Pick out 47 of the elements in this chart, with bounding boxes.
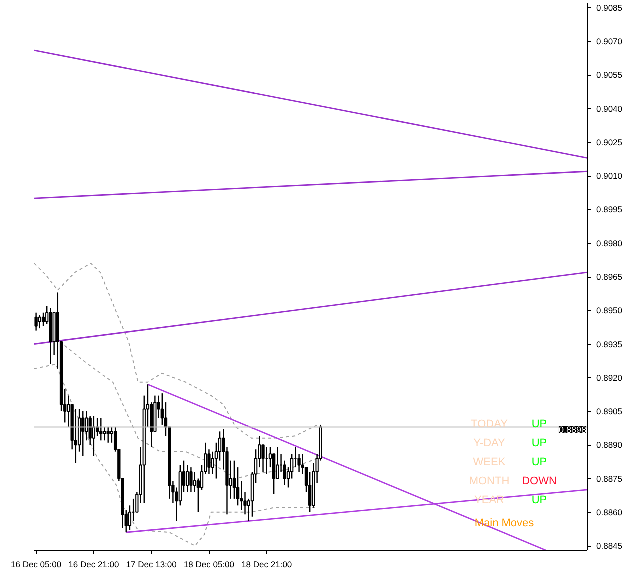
y-tick-label: 0.9025 <box>596 137 623 148</box>
candlestick <box>308 471 312 513</box>
candlestick <box>38 314 42 330</box>
y-tick-label: 0.8845 <box>596 541 623 552</box>
candlestick <box>262 444 265 473</box>
candlestick <box>276 446 280 480</box>
y-tick-label: 0.8935 <box>596 339 623 350</box>
annotation: WEEK <box>473 456 506 468</box>
y-tick-label: 0.8965 <box>596 272 623 282</box>
candlestick <box>92 415 96 457</box>
x-tick-label: 16 Dec 21:00 <box>68 560 120 570</box>
y-tick-label: 0.8995 <box>596 204 623 215</box>
y-tick-label: 0.9040 <box>596 104 623 114</box>
annotation: DOWN <box>522 476 557 488</box>
candlestick <box>34 312 38 332</box>
ref-line-label: 0.8898 <box>558 425 587 436</box>
candlestick <box>106 426 110 444</box>
candlestick <box>193 471 196 493</box>
candlestick <box>74 408 78 464</box>
y-tick-label: 0.8920 <box>596 372 623 383</box>
x-tick-label: 17 Dec 13:00 <box>126 560 178 570</box>
y-tick-label: 0.8905 <box>596 406 623 417</box>
x-tick-label: 16 Dec 05:00 <box>11 560 62 570</box>
candlestick <box>100 418 103 442</box>
y-tick-label: 0.8875 <box>596 474 623 484</box>
candlestick <box>190 466 193 493</box>
y-tick-label: 0.9010 <box>596 171 623 182</box>
annotation: Y-DAY <box>474 438 506 450</box>
annotation: UP <box>532 418 548 430</box>
x-tick-label: 18 Dec 05:00 <box>184 560 235 570</box>
annotation: UP <box>532 438 548 450</box>
candlestick <box>85 410 88 442</box>
y-tick-label: 0.9055 <box>596 70 623 80</box>
x-tick-label: 18 Dec 21:00 <box>242 560 292 570</box>
candlestick <box>208 449 211 475</box>
y-tick-label: 0.9085 <box>596 2 623 13</box>
candlestick <box>186 464 190 493</box>
candlestick <box>103 426 106 442</box>
y-tick-label: 0.8980 <box>596 238 623 248</box>
annotation: UP <box>532 494 548 506</box>
y-tick-label: 0.9070 <box>596 36 623 47</box>
annotation: UP <box>532 456 548 468</box>
y-tick-label: 0.8860 <box>596 507 623 518</box>
annotation: MONTH <box>469 476 510 488</box>
candlestick <box>42 312 46 327</box>
y-tick-label: 0.8950 <box>596 306 623 316</box>
y-tick-label: 0.8890 <box>596 440 623 450</box>
